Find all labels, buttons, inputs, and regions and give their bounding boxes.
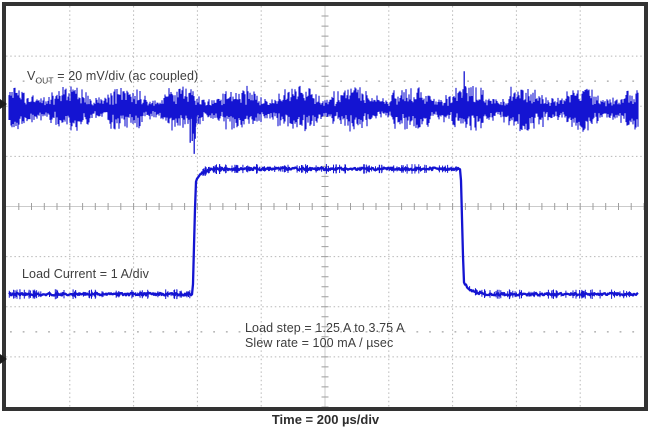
timebase-label: Time = 200 µs/div: [271, 412, 380, 427]
vout-label-prefix: V: [27, 69, 36, 83]
slew-rate-line: Slew rate = 100 mA / µsec: [245, 336, 394, 350]
vout-reference-arrow-icon: [0, 99, 7, 109]
scope-screen: VOUT = 20 mV/div (ac coupled) Load Curre…: [2, 2, 648, 411]
load-step-annotation: Load step = 1.25 A to 3.75 A Slew rate =…: [245, 321, 405, 351]
vout-label-subscript: OUT: [35, 75, 54, 86]
load-current-scale-label: Load Current = 1 A/div: [22, 267, 149, 281]
waveform-canvas: [6, 6, 644, 407]
current-zero-arrow-icon: [0, 354, 7, 364]
vout-label-rest: = 20 mV/div (ac coupled): [53, 69, 199, 83]
load-step-line: Load step = 1.25 A to 3.75 A: [245, 321, 405, 335]
vout-scale-label: VOUT = 20 mV/div (ac coupled): [27, 69, 199, 86]
